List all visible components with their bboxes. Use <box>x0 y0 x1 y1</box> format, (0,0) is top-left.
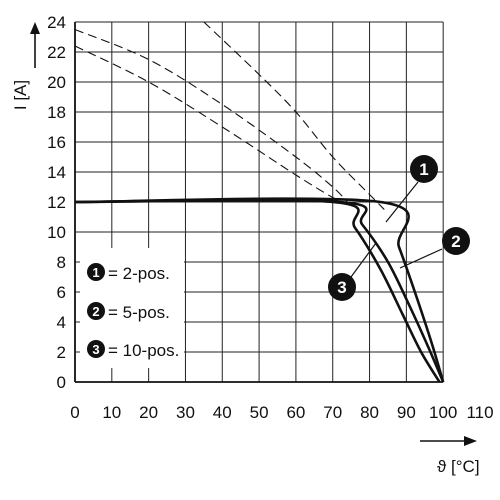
y-axis-arrow <box>30 22 40 68</box>
y-tick-label: 0 <box>57 373 66 392</box>
callout-2: 2 <box>399 227 470 269</box>
x-tick-label: 90 <box>397 403 416 422</box>
y-tick-label: 10 <box>47 223 66 242</box>
y-tick-label: 22 <box>47 43 66 62</box>
x-tick-label: 70 <box>323 403 342 422</box>
x-tick-label: 30 <box>176 403 195 422</box>
series-line-1-dashed <box>203 21 385 210</box>
legend-badge-number: 1 <box>92 265 99 280</box>
y-tick-label: 2 <box>57 343 66 362</box>
legend-badge-1 <box>87 263 105 281</box>
series-line-3-dashed <box>74 45 344 203</box>
y-tick-label: 14 <box>47 163 66 182</box>
y-tick-label: 18 <box>47 103 66 122</box>
y-axis-title: I [A] <box>11 80 30 110</box>
callout-number: 1 <box>419 160 428 179</box>
legend-label: = 2-pos. <box>108 264 170 283</box>
legend-badge-2 <box>87 302 105 320</box>
y-tick-label: 4 <box>57 313 66 332</box>
tick-labels: 0 10 20 30 40 50 60 70 80 90 100 110024681012141618… <box>47 13 493 422</box>
legend-item-3: 3 = 10-pos. <box>87 340 179 360</box>
y-tick-label: 24 <box>47 13 66 32</box>
legend-label: = 5-pos. <box>108 303 170 322</box>
legend-badge-3 <box>87 340 105 358</box>
callout-1: 1 <box>385 155 438 223</box>
x-tick-label: 40 <box>213 403 232 422</box>
y-tick-label: 12 <box>47 193 66 212</box>
legend-item-1: 1 = 2-pos. <box>87 263 170 283</box>
series-line-3 <box>74 198 441 383</box>
x-tick-label: 60 <box>286 403 305 422</box>
x-tick-label: 10 <box>102 403 121 422</box>
legend: 1 = 2-pos. 2 = 5-pos. 3 = 10-pos. <box>80 248 184 368</box>
legend-badge-number: 2 <box>92 304 99 319</box>
x-axis-title: ϑ [°C] <box>437 457 480 476</box>
x-tick-label: 100 <box>429 403 457 422</box>
x-tick-label: 80 <box>360 403 379 422</box>
x-tick-label: 50 <box>250 403 269 422</box>
series-line-2-dashed <box>74 28 348 203</box>
callout-number: 2 <box>451 232 460 251</box>
x-tick-label: 20 <box>139 403 158 422</box>
legend-badge-number: 3 <box>92 342 99 357</box>
y-tick-label: 16 <box>47 133 66 152</box>
x-axis-arrow <box>420 436 477 446</box>
legend-item-2: 2 = 5-pos. <box>87 302 170 322</box>
callout-3: 3 <box>328 242 377 301</box>
y-tick-label: 6 <box>57 283 66 302</box>
y-tick-label: 8 <box>57 253 66 272</box>
legend-label: = 10-pos. <box>108 341 179 360</box>
callout-number: 3 <box>337 278 346 297</box>
curves <box>74 21 445 383</box>
x-tick-label: 0 <box>70 403 79 422</box>
y-tick-label: 20 <box>47 73 66 92</box>
x-tick-label: 110 <box>466 403 493 422</box>
